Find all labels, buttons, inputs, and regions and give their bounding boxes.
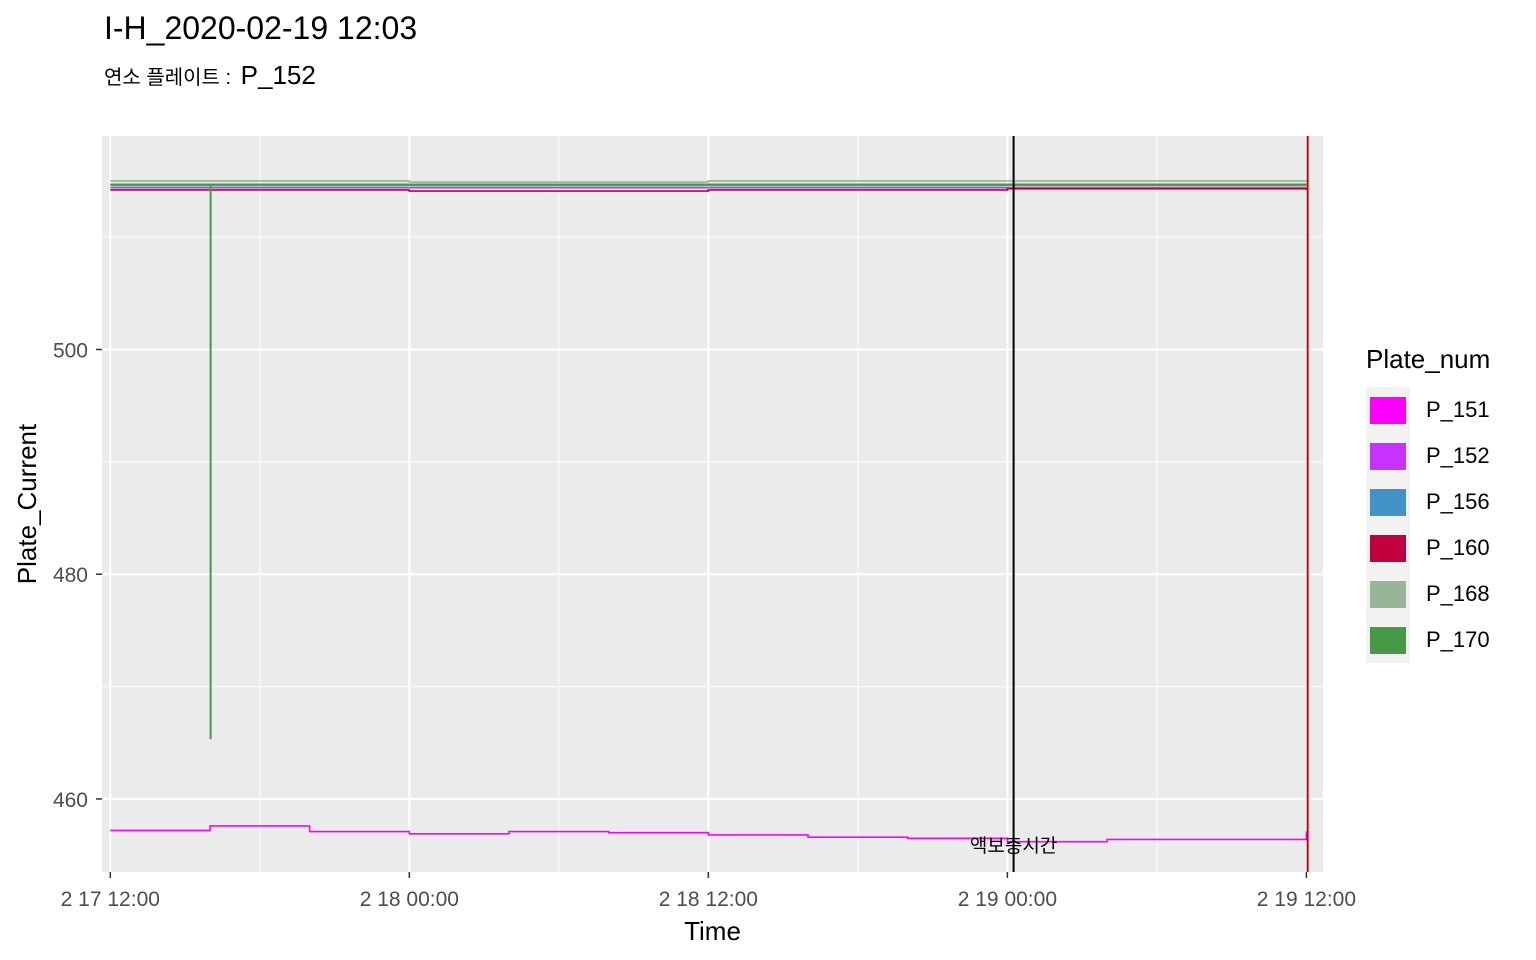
x-tick-label: 2 18 12:00 xyxy=(659,888,758,911)
legend-label: P_151 xyxy=(1426,397,1490,422)
y-tick-label: 500 xyxy=(53,339,88,362)
legend-item: P_160 xyxy=(1366,525,1490,571)
chart-subtitle: 연소 플레이트 : P_152 xyxy=(104,60,316,91)
legend-key xyxy=(1366,571,1410,617)
legend-key xyxy=(1366,617,1410,663)
legend-key xyxy=(1366,433,1410,479)
plot-panel xyxy=(102,136,1323,872)
minor-gridlines xyxy=(102,136,1323,872)
x-tick-label: 2 18 00:00 xyxy=(360,888,459,911)
x-tick-label: 2 19 12:00 xyxy=(1257,888,1356,911)
legend-swatch xyxy=(1370,442,1406,470)
x-tick-label: 2 17 12:00 xyxy=(61,888,160,911)
legend-item: P_156 xyxy=(1366,479,1490,525)
subtitle-value: P_152 xyxy=(240,60,316,90)
legend-swatch xyxy=(1370,580,1406,608)
reference-lines: 액보충시간 xyxy=(970,136,1309,872)
legend-swatch xyxy=(1370,488,1406,516)
legend-label: P_156 xyxy=(1426,489,1490,514)
vline-label: 액보충시간 xyxy=(970,835,1057,857)
series-line-p-170 xyxy=(110,183,1307,740)
legend: Plate_num P_151 P_152 P_156 P_160 P_168 P_170 xyxy=(1366,344,1490,663)
series-line-p-168 xyxy=(110,180,1308,183)
major-gridlines xyxy=(102,136,1323,872)
y-tick-label: 460 xyxy=(53,789,88,812)
legend-label: P_152 xyxy=(1426,443,1490,468)
y-tick-label: 480 xyxy=(53,564,88,587)
legend-item: P_151 xyxy=(1366,387,1490,433)
series-line-p-151 xyxy=(110,825,1308,843)
axes: 2 17 12:00 2 18 00:00 2 18 12:00 2 19 00:00… xyxy=(53,339,1356,911)
legend-key xyxy=(1366,479,1410,525)
x-axis-title: Time xyxy=(684,916,741,946)
subtitle-label: 연소 플레이트 : xyxy=(104,67,232,89)
series-line-p-160 xyxy=(110,188,1308,192)
legend-title: Plate_num xyxy=(1366,344,1491,374)
legend-swatch xyxy=(1370,626,1406,654)
legend-item: P_168 xyxy=(1366,571,1490,617)
legend-items: P_151 P_152 P_156 P_160 P_168 P_170 xyxy=(1366,387,1490,663)
legend-swatch xyxy=(1370,396,1406,424)
legend-key xyxy=(1366,387,1410,433)
series-layer xyxy=(110,180,1308,843)
legend-swatch xyxy=(1370,534,1406,562)
legend-item: P_170 xyxy=(1366,617,1490,663)
chart-title: I-H_2020-02-19 12:03 xyxy=(104,10,418,46)
legend-key xyxy=(1366,525,1410,571)
legend-label: P_170 xyxy=(1426,627,1490,652)
legend-item: P_152 xyxy=(1366,433,1490,479)
legend-label: P_160 xyxy=(1426,535,1490,560)
legend-label: P_168 xyxy=(1426,581,1490,606)
y-axis-title: Plate_Current xyxy=(12,423,42,584)
x-tick-label: 2 19 00:00 xyxy=(958,888,1057,911)
